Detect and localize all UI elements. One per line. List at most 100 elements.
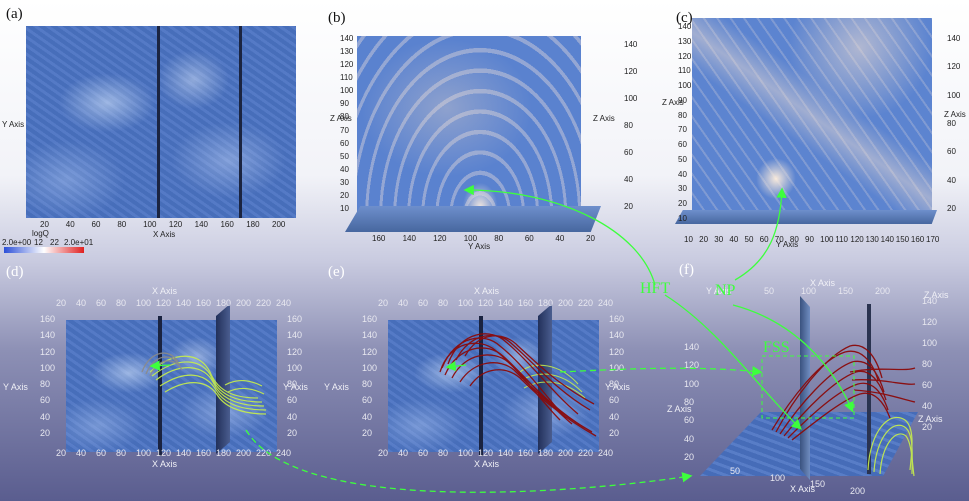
panel-e-ytick-right-20: 20 (609, 428, 620, 438)
dashed-arrow-e-to-f (559, 366, 763, 377)
panel-c-xtick-80: 80 (789, 235, 799, 244)
panel-d-xtick-top-100: 100 (136, 298, 152, 308)
panel-d-ytick-right-100: 100 (287, 362, 303, 373)
panel-b-ztick-120: 120 (340, 60, 354, 70)
panel-e-label: (e) (328, 264, 345, 280)
arrow-e-hft (445, 360, 467, 372)
panel-d-xaxis-title-bottom: X Axis (152, 459, 178, 469)
panel-c-ztick-10: 10 (678, 214, 687, 223)
panel-a-label: (a) (6, 6, 23, 22)
panel-b-ztick-70: 70 (340, 125, 349, 135)
panel-c-label: (c) (676, 10, 693, 26)
panel-d-ytick-left-60: 60 (40, 395, 51, 406)
panel-c-xtick-100: 100 (820, 235, 834, 244)
panel-f-xtick-top-50: 50 (764, 286, 775, 296)
panel-e-ytick-left-100: 100 (362, 362, 378, 373)
panel-a-xtick-40: 40 (65, 220, 75, 229)
panel-c-ztick-60: 60 (678, 140, 687, 150)
panel-e-ytick-right-80: 80 (609, 379, 620, 390)
panel-e-yaxis-title-left: Y Axis (324, 382, 349, 392)
panel-e-xtick-top-140: 140 (498, 298, 514, 308)
panel-e-xtick-bottom-240: 240 (598, 448, 614, 458)
panel-b-xaxis-title: Y Axis (468, 242, 491, 251)
panel-c-xtick-10: 10 (684, 235, 693, 244)
panel-c-xtick-160: 160 (910, 235, 925, 244)
panel-f-yaxis-title: Y Axis (706, 286, 731, 296)
panel-b-xtick-40: 40 (555, 234, 565, 243)
panel-e-xtick-bottom-180: 180 (538, 448, 554, 458)
colorbar-title: logQ (32, 229, 49, 238)
panel-f-rtick-140: 140 (922, 296, 938, 306)
panel-b-xtick-140: 140 (402, 234, 416, 243)
panel-b-zaxis-title-right: Z Axis (593, 114, 615, 123)
panel-d-xtick-top-20: 20 (56, 298, 67, 308)
panel-a-xtick-180: 180 (246, 220, 260, 229)
panel-e-ytick-left-40: 40 (362, 411, 373, 422)
panel-d-ytick-left-80: 80 (40, 379, 51, 390)
panel-c-rtick-40: 40 (947, 175, 956, 185)
panel-e-ytick-right-100: 100 (609, 362, 625, 373)
panel-f-xtick-top-100: 100 (801, 286, 817, 296)
panel-d-xtick-bottom-180: 180 (216, 448, 232, 458)
panel-d-xtick-top-60: 60 (96, 298, 107, 308)
panel-d-xtick-bottom-140: 140 (176, 448, 192, 458)
panel-e-xtick-top-80: 80 (438, 298, 449, 308)
dashed-arrow-d-to-f (245, 429, 693, 493)
panel-c-ztick-50: 50 (678, 154, 687, 164)
panel-a-map (26, 26, 296, 218)
panel-a-slice-1 (157, 26, 160, 218)
panel-e-slice-2 (538, 304, 552, 454)
panel-f-ztick-100: 100 (684, 378, 700, 389)
panel-c-zaxis-title-right: Z Axis (944, 110, 966, 119)
panel-d-xtick-top-40: 40 (76, 298, 87, 308)
panel-b-ztick-60: 60 (340, 138, 349, 148)
panel-a-xtick-20: 20 (40, 220, 49, 229)
panel-f-rtick-40: 40 (922, 401, 933, 411)
panel-e-xtick-top-120: 120 (478, 298, 494, 308)
panel-d-xtick-top-180: 180 (216, 298, 232, 308)
panel-f-xtick-bottom-50: 50 (730, 466, 741, 476)
panel-c-ztick-110: 110 (678, 66, 691, 76)
panel-c-ztick-100: 100 (678, 81, 692, 91)
hft-arrow-to-f (664, 294, 802, 430)
panel-e-xtick-bottom-200: 200 (558, 448, 574, 458)
panel-f-ztick-140: 140 (684, 342, 700, 352)
panel-d-xtick-bottom-80: 80 (116, 448, 127, 458)
panel-f-xtick-bottom-150: 150 (810, 479, 826, 490)
panel-b-ztick-50: 50 (340, 151, 349, 161)
panel-e-xaxis-title-top: X Axis (474, 286, 500, 296)
panel-d-map (66, 320, 277, 452)
panel-c-ztick-80: 80 (678, 110, 687, 120)
panel-e-xtick-bottom-80: 80 (438, 448, 449, 458)
panel-b-ztick-10: 10 (340, 204, 349, 213)
panel-e-xtick-top-160: 160 (518, 298, 534, 308)
panel-c-xtick-70: 70 (774, 235, 784, 244)
panel-b-rtick-40: 40 (624, 175, 633, 184)
fss-annotation: FSS (763, 339, 790, 356)
panel-e-xtick-top-240: 240 (598, 298, 614, 308)
panel-e-xtick-top-100: 100 (458, 298, 474, 308)
panel-d-slice-2 (216, 304, 230, 454)
panel-e-yaxis-title-right: Y Axis (605, 382, 630, 392)
panel-b-ztick-140: 140 (340, 34, 354, 43)
panel-d-ytick-left-160: 160 (40, 314, 56, 324)
panel-c-xtick-170: 170 (926, 235, 940, 244)
panel-c-xtick-40: 40 (729, 235, 739, 244)
panel-d-label: (d) (6, 264, 24, 280)
panel-e-ytick-right-160: 160 (609, 314, 625, 324)
panel-d-xtick-bottom-120: 120 (156, 448, 172, 458)
hft-annotation: HFT (640, 280, 671, 297)
panel-d-xtick-bottom-200: 200 (236, 448, 252, 458)
panel-b-rtick-100: 100 (624, 94, 638, 103)
np-arrow-to-f (732, 304, 854, 413)
panel-c-ztick-90: 90 (678, 95, 687, 105)
np-annotation: NP (715, 282, 736, 299)
panel-d-xtick-bottom-240: 240 (276, 448, 292, 458)
panel-c-ztick-30: 30 (678, 184, 687, 194)
panel-c-xtick-50: 50 (744, 235, 754, 244)
panel-d-xtick-bottom-220: 220 (256, 448, 272, 458)
panel-e-xtick-bottom-20: 20 (378, 448, 389, 458)
panel-d-xtick-bottom-60: 60 (96, 448, 107, 458)
